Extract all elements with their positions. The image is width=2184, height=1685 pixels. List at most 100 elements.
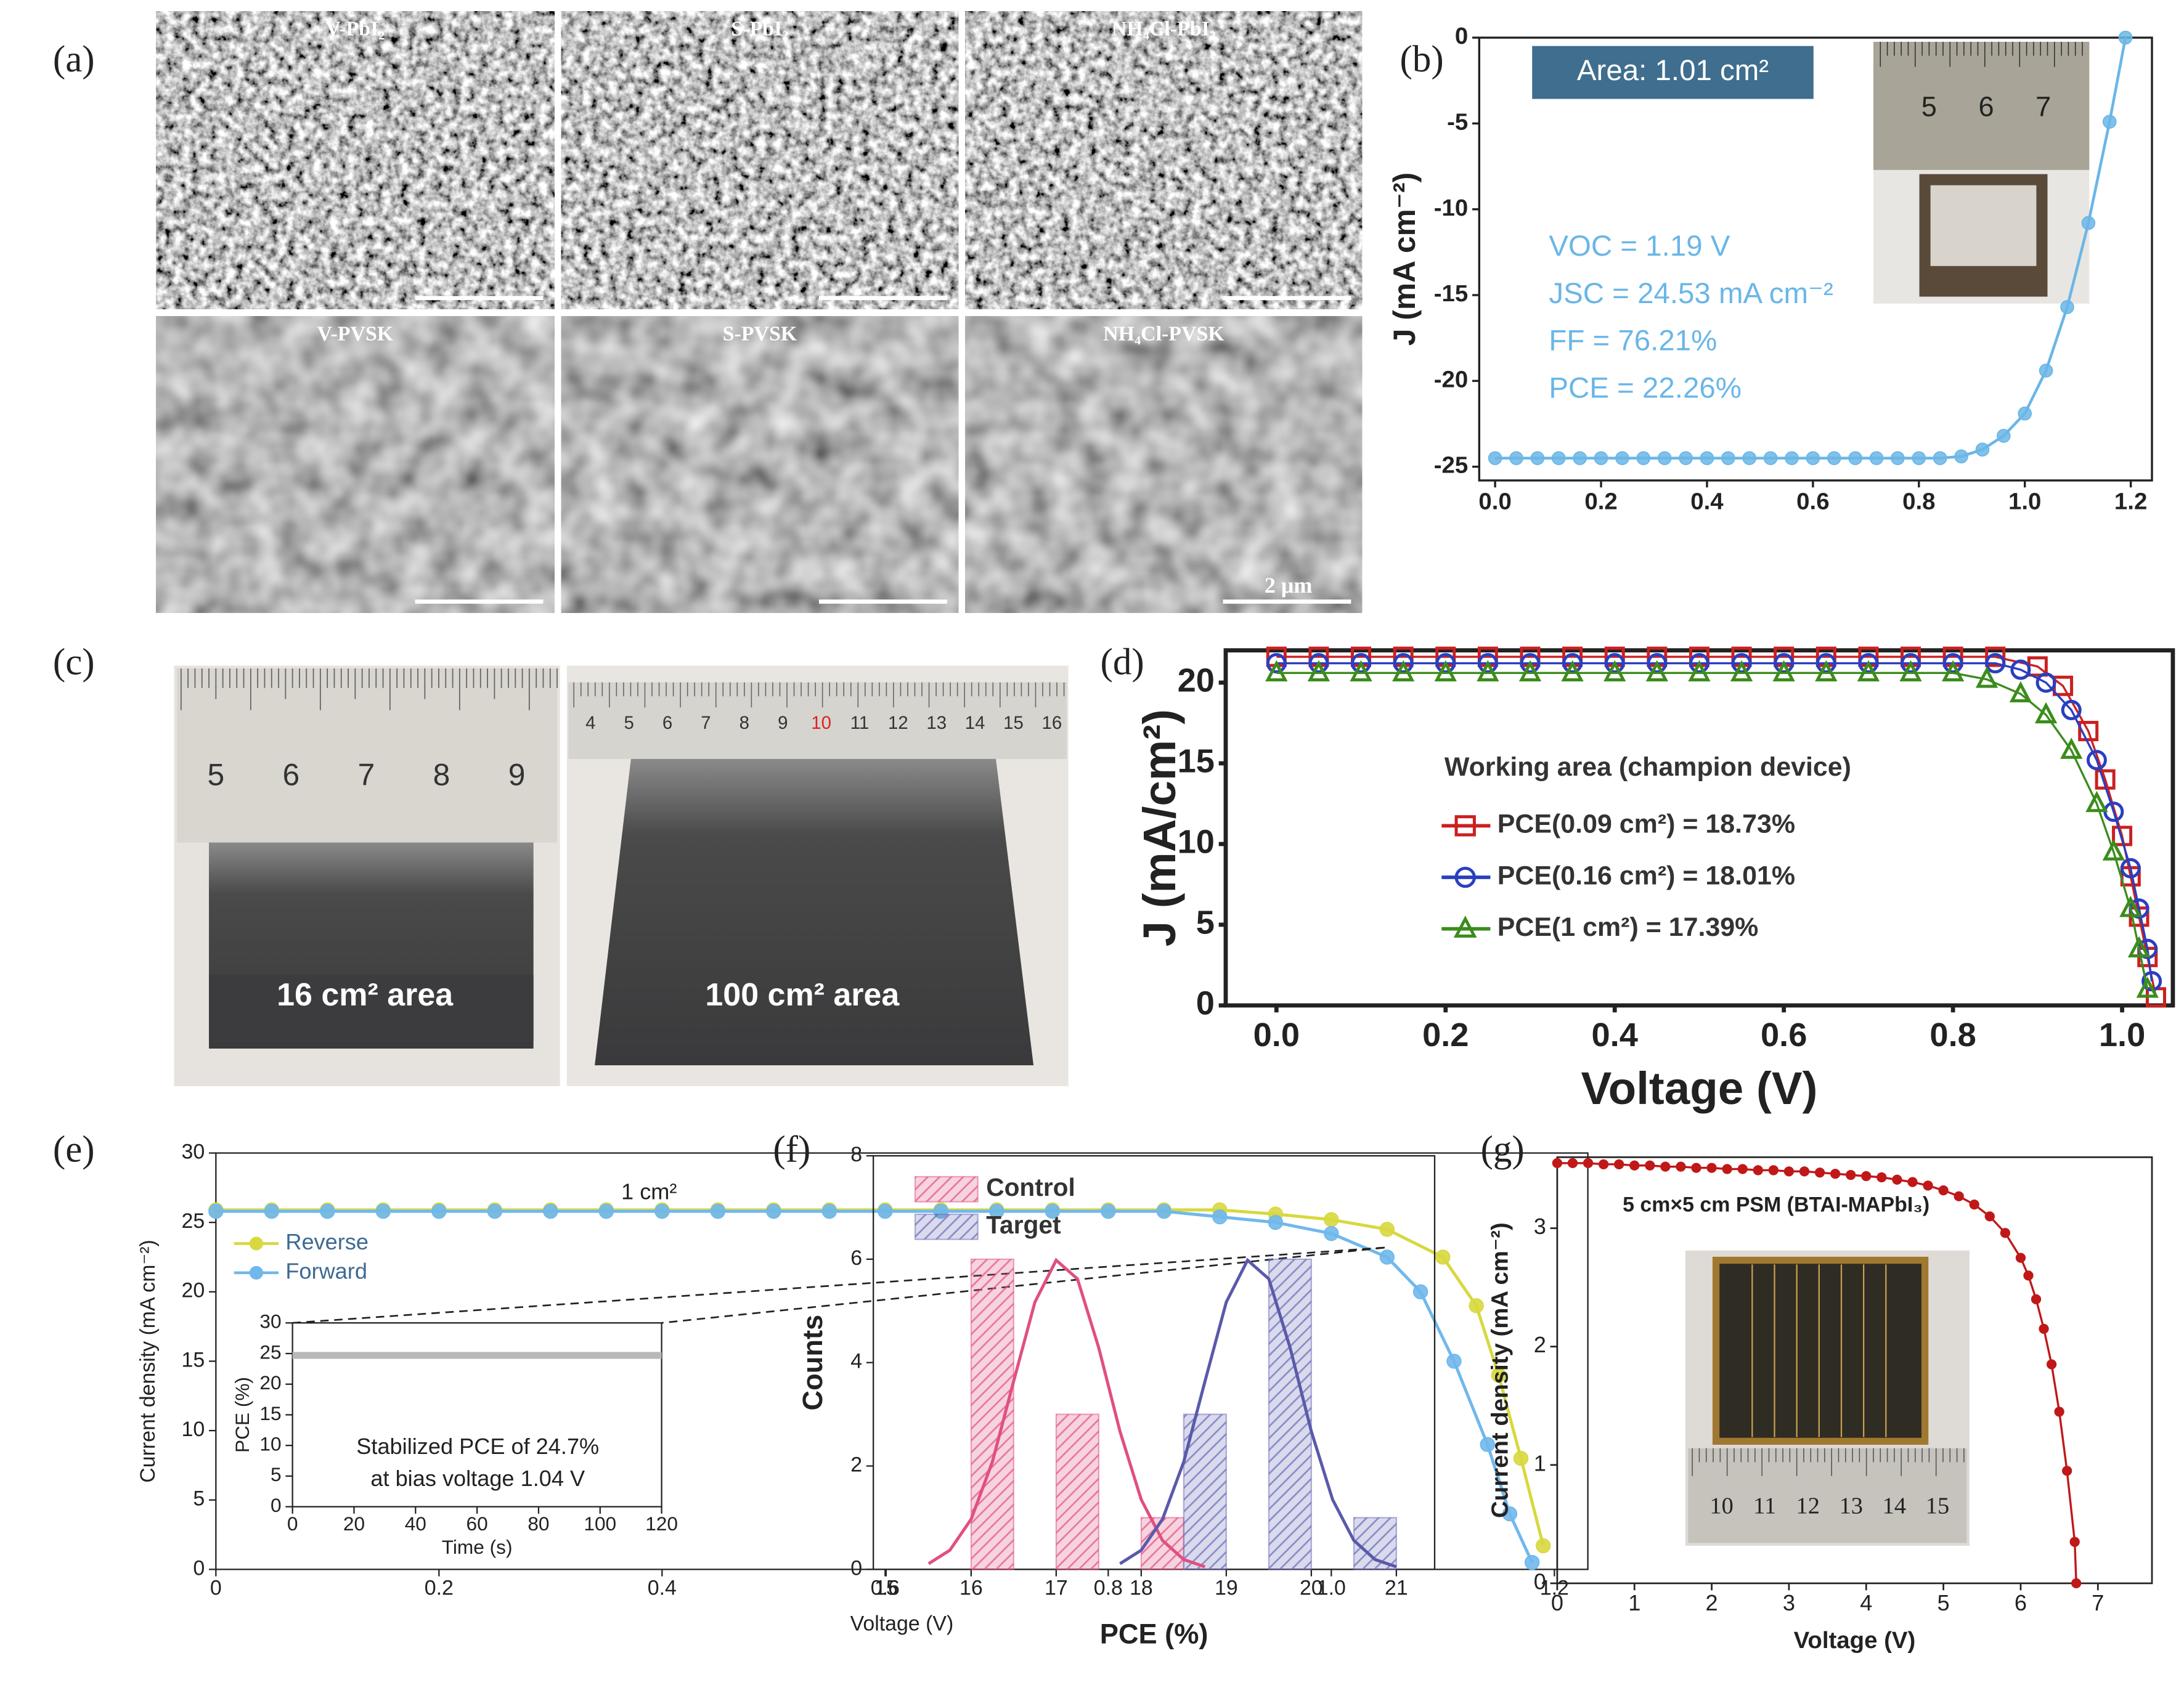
marker [1562, 653, 1583, 674]
marker [1446, 1354, 1462, 1369]
sem-image [561, 316, 959, 613]
marker [1691, 1163, 1701, 1173]
marker [1524, 1554, 1540, 1570]
legend-label: PCE(0.09 cm²) = 18.73% [1497, 810, 1795, 839]
x-tick-label: 16 [960, 1576, 983, 1599]
marker [1737, 1164, 1748, 1174]
marker [1647, 653, 1668, 674]
panel-label: (d) [1101, 641, 1144, 683]
x-tick-label: 5 [1937, 1590, 1950, 1615]
marker [2023, 1270, 2034, 1281]
ruler-label: 7 [701, 713, 711, 733]
marker [766, 1203, 781, 1219]
marker [1858, 653, 1879, 674]
marker [1814, 1167, 1825, 1178]
marker [1975, 666, 1999, 688]
y-tick-label: 25 [259, 1341, 281, 1363]
marker [1706, 1163, 1717, 1173]
panel-label: (g) [1481, 1129, 1525, 1171]
marker [1156, 1203, 1172, 1219]
sem-label: NH₄Cl-PVSK [1103, 323, 1224, 346]
x-tick-label: 3 [1783, 1590, 1795, 1615]
plot-frame [1223, 648, 2175, 1008]
y-axis-label: Current density (mA cm⁻²) [1487, 1222, 1514, 1518]
ruler-label: 13 [1840, 1493, 1863, 1519]
y-axis-label: Current density (mA cm⁻²) [136, 1240, 160, 1483]
ruler-label: 9 [508, 757, 526, 792]
x-tick-label: 0.2 [425, 1576, 454, 1599]
sem-image [965, 11, 1363, 309]
x-tick-label: 4 [1860, 1590, 1872, 1615]
x-tick-label: 1.0 [1317, 1576, 1346, 1599]
marker [1212, 1209, 1228, 1225]
marker [878, 1203, 893, 1219]
y-tick-label: 0 [1455, 23, 1468, 49]
substrate [595, 758, 1034, 1066]
marker [1513, 1450, 1529, 1466]
marker [1657, 451, 1672, 465]
marker [1861, 1171, 1872, 1182]
y-tick-label: 30 [259, 1310, 281, 1333]
marker [1491, 1367, 1507, 1383]
y-tick-label: 1 [1534, 1450, 1546, 1476]
ruler-label: 8 [433, 757, 450, 792]
ruler-label: 13 [926, 713, 947, 733]
x-tick-label: 0 [210, 1576, 222, 1599]
marker [1308, 653, 1329, 674]
panel-label: (c) [53, 641, 95, 683]
marker [1933, 451, 1947, 465]
y-tick-label: 4 [850, 1350, 862, 1373]
ruler-label: 10 [1709, 1493, 1733, 1519]
marker [1502, 1506, 1518, 1522]
y-tick-label: 5 [271, 1463, 282, 1485]
marker [2069, 1537, 2080, 1547]
marker [1101, 1203, 1116, 1219]
x-tick-label: 1.0 [2099, 1017, 2145, 1054]
marker [2112, 826, 2133, 847]
marker [1742, 451, 1757, 465]
legend-swatch [914, 1175, 979, 1203]
x-tick-label: 40 [405, 1512, 426, 1535]
marker [2136, 976, 2159, 998]
marker [1379, 1222, 1395, 1237]
marker [2071, 1578, 2082, 1589]
annotation: 1 cm² [621, 1179, 677, 1204]
marker [1520, 653, 1541, 674]
y-axis-label: J (mA cm⁻²) [1387, 173, 1422, 346]
marker [1799, 1166, 1810, 1177]
marker [1830, 1169, 1841, 1179]
marker [1477, 653, 1498, 674]
legend-label: Reverse [285, 1229, 369, 1254]
module [1712, 1256, 1929, 1445]
marker [264, 1203, 280, 1219]
x-tick-label: 19 [1215, 1576, 1238, 1599]
marker [1645, 660, 1668, 681]
x-axis-label: Voltage (V) [1581, 1062, 1817, 1114]
marker [2034, 702, 2058, 724]
marker [1307, 660, 1330, 681]
marker [1785, 451, 1799, 465]
substrate-edge [209, 975, 534, 1042]
marker [1783, 1166, 1795, 1177]
ruler-label: 4 [585, 713, 595, 733]
ruler-label: 14 [1883, 1493, 1906, 1519]
y-tick-label: 15 [182, 1348, 205, 1371]
panel-label: (b) [1400, 39, 1444, 80]
annotation: FF = 76.21% [1549, 325, 1717, 357]
marker [1827, 451, 1841, 465]
marker [2010, 659, 2031, 680]
marker [1660, 1161, 1671, 1172]
ruler-label: 7 [358, 757, 375, 792]
ruler-label: 15 [1003, 713, 1024, 733]
marker [1899, 660, 1922, 681]
marker [1942, 653, 1963, 674]
marker [487, 1203, 503, 1219]
x-tick-label: 0.8 [1902, 489, 1935, 515]
marker [1892, 1174, 1902, 1185]
ruler-label: 6 [662, 713, 672, 733]
series-line [1276, 656, 2158, 998]
y-tick-label: -5 [1447, 109, 1468, 136]
annotation-box [1532, 46, 1814, 99]
y-tick-label: 20 [1178, 662, 1215, 699]
series-line [1276, 672, 2149, 990]
